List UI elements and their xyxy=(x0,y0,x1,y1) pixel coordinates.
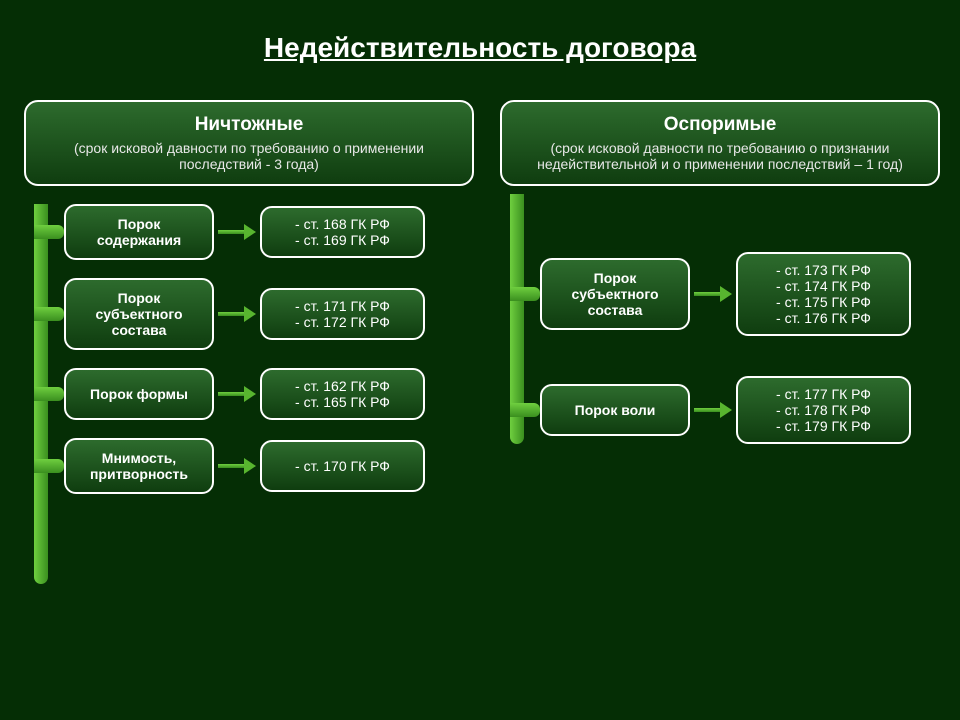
void-node-2-label: Порок формы xyxy=(64,368,214,420)
void-node-1-refs: - ст. 171 ГК РФ - ст. 172 ГК РФ xyxy=(260,288,425,340)
ref-line: - ст. 176 ГК РФ xyxy=(776,310,871,326)
voidable-tree: Порок субъектного состава - ст. 173 ГК Р… xyxy=(500,194,940,444)
ref-text: ст. 172 ГК РФ xyxy=(304,314,390,330)
arrow-icon xyxy=(218,461,256,471)
voidable-node-1-refs: - ст. 177 ГК РФ - ст. 178 ГК РФ - ст. 17… xyxy=(736,376,911,444)
ref-text: ст. 177 ГК РФ xyxy=(785,386,871,402)
column-voidable: Оспоримые (срок исковой давности по треб… xyxy=(500,100,940,462)
void-node-2-refs: - ст. 162 ГК РФ - ст. 165 ГК РФ xyxy=(260,368,425,420)
ref-text: ст. 165 ГК РФ xyxy=(304,394,390,410)
void-node-0-refs: - ст. 168 ГК РФ - ст. 169 ГК РФ xyxy=(260,206,425,258)
void-node-3-refs: - ст. 170 ГК РФ xyxy=(260,440,425,492)
void-node-3-label: Мнимость, притворность xyxy=(64,438,214,494)
arrow-icon xyxy=(218,227,256,237)
ref-line: - ст. 170 ГК РФ xyxy=(295,458,390,474)
voidable-row-0: Порок субъектного состава - ст. 173 ГК Р… xyxy=(540,252,940,336)
voidable-row-1: Порок воли - ст. 177 ГК РФ - ст. 178 ГК … xyxy=(540,376,940,444)
ref-line: - ст. 173 ГК РФ xyxy=(776,262,871,278)
ref-text: ст. 176 ГК РФ xyxy=(785,310,871,326)
voidable-node-1-label: Порок воли xyxy=(540,384,690,436)
branch-icon xyxy=(34,459,64,473)
void-node-1-label: Порок субъектного состава xyxy=(64,278,214,350)
ref-line: - ст. 179 ГК РФ xyxy=(776,418,871,434)
ref-line: - ст. 169 ГК РФ xyxy=(295,232,390,248)
ref-text: ст. 162 ГК РФ xyxy=(304,378,390,394)
arrow-icon xyxy=(694,405,732,415)
ref-text: ст. 179 ГК РФ xyxy=(785,418,871,434)
void-header-title: Ничтожные xyxy=(46,114,452,136)
arrow-icon xyxy=(218,389,256,399)
ref-text: ст. 168 ГК РФ xyxy=(304,216,390,232)
ref-text: ст. 169 ГК РФ xyxy=(304,232,390,248)
void-row-2: Порок формы - ст. 162 ГК РФ - ст. 165 ГК… xyxy=(64,368,474,420)
ref-text: ст. 175 ГК РФ xyxy=(785,294,871,310)
arrow-icon xyxy=(694,289,732,299)
void-row-0: Порок содержания - ст. 168 ГК РФ - ст. 1… xyxy=(64,204,474,260)
void-header: Ничтожные (срок исковой давности по треб… xyxy=(24,100,474,186)
void-header-sub: (срок исковой давности по требованию о п… xyxy=(46,140,452,172)
ref-line: - ст. 174 ГК РФ xyxy=(776,278,871,294)
void-node-0-label: Порок содержания xyxy=(64,204,214,260)
arrow-icon xyxy=(218,309,256,319)
ref-line: - ст. 175 ГК РФ xyxy=(776,294,871,310)
voidable-header: Оспоримые (срок исковой давности по треб… xyxy=(500,100,940,186)
void-tree: Порок содержания - ст. 168 ГК РФ - ст. 1… xyxy=(24,204,474,494)
ref-line: - ст. 172 ГК РФ xyxy=(295,314,390,330)
column-void: Ничтожные (срок исковой давности по треб… xyxy=(24,100,474,512)
void-row-3: Мнимость, притворность - ст. 170 ГК РФ xyxy=(64,438,474,494)
ref-line: - ст. 162 ГК РФ xyxy=(295,378,390,394)
branch-icon xyxy=(510,287,540,301)
branch-icon xyxy=(34,387,64,401)
voidable-header-title: Оспоримые xyxy=(522,114,918,136)
void-row-1: Порок субъектного состава - ст. 171 ГК Р… xyxy=(64,278,474,350)
ref-line: - ст. 165 ГК РФ xyxy=(295,394,390,410)
page-title: Недействительность договора xyxy=(0,32,960,64)
voidable-node-0-refs: - ст. 173 ГК РФ - ст. 174 ГК РФ - ст. 17… xyxy=(736,252,911,336)
ref-line: - ст. 168 ГК РФ xyxy=(295,216,390,232)
voidable-node-0-label: Порок субъектного состава xyxy=(540,258,690,330)
ref-text: ст. 170 ГК РФ xyxy=(304,458,390,474)
ref-line: - ст. 178 ГК РФ xyxy=(776,402,871,418)
ref-line: - ст. 177 ГК РФ xyxy=(776,386,871,402)
ref-line: - ст. 171 ГК РФ xyxy=(295,298,390,314)
branch-icon xyxy=(510,403,540,417)
branch-icon xyxy=(34,225,64,239)
ref-text: ст. 174 ГК РФ xyxy=(785,278,871,294)
branch-icon xyxy=(34,307,64,321)
voidable-header-sub: (срок исковой давности по требованию о п… xyxy=(522,140,918,172)
ref-text: ст. 171 ГК РФ xyxy=(304,298,390,314)
ref-text: ст. 173 ГК РФ xyxy=(785,262,871,278)
ref-text: ст. 178 ГК РФ xyxy=(785,402,871,418)
